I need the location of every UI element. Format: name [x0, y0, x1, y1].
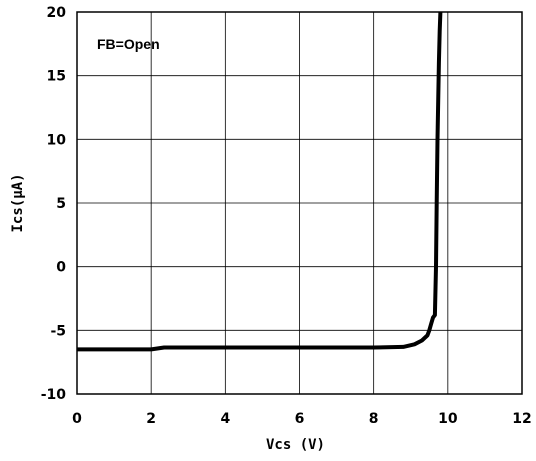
- annotation-fb-open: FB=Open: [97, 36, 160, 52]
- y-tick-label: 15: [47, 69, 66, 85]
- series-layer: [77, 11, 443, 352]
- y-axis-label: Ics(μA): [10, 173, 26, 232]
- y-tick-label: -5: [50, 323, 66, 339]
- plot-frame: [76, 11, 523, 395]
- y-tick-label: 0: [56, 260, 66, 276]
- x-tick-labels: 0 2 4 6 8 10 12: [72, 411, 532, 427]
- x-tick-label: 4: [220, 411, 230, 427]
- y-tick-label: 10: [47, 132, 67, 148]
- x-tick-label: 10: [438, 411, 458, 427]
- y-tick-label: 20: [47, 5, 67, 21]
- y-tick-labels: -10 -5 0 5 10 15 20: [41, 5, 67, 403]
- series-line: [77, 11, 443, 352]
- x-tick-label: 8: [369, 411, 379, 427]
- grid-lines: [77, 12, 522, 394]
- x-tick-label: 6: [295, 411, 305, 427]
- x-tick-label: 0: [72, 411, 82, 427]
- x-tick-label: 12: [512, 411, 531, 427]
- x-axis-label: Vcs (V): [266, 437, 325, 453]
- y-tick-label: 5: [56, 196, 66, 212]
- y-tick-label: -10: [41, 387, 67, 403]
- x-tick-label: 2: [146, 411, 156, 427]
